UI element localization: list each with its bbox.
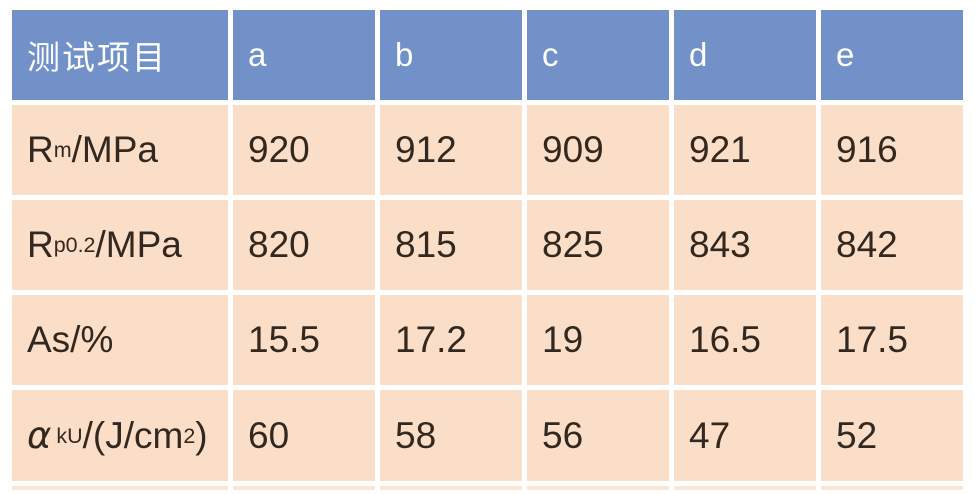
row-3-value-cell-e: 52 — [821, 390, 963, 481]
row-2-label-cell: As/% — [12, 295, 228, 385]
header-cell-col-4: d — [674, 10, 816, 100]
row-3-value-cell-b: 58 — [380, 390, 522, 481]
row-2-value-cell-e: 17.5 — [821, 295, 963, 385]
row-1-value-cell-c: 825 — [527, 200, 669, 290]
header-cell-col-2: b — [380, 10, 522, 100]
row-1-value-cell-a: 820 — [233, 200, 375, 290]
row-3-label-cell: α kU/(J/cm 2) — [12, 390, 228, 481]
row-0-value-cell-e: 916 — [821, 105, 963, 195]
row-3-value-cell-c: 56 — [527, 390, 669, 481]
next-row-sliver — [380, 486, 522, 490]
row-2-value-cell-a: 15.5 — [233, 295, 375, 385]
row-2-value-cell-d: 16.5 — [674, 295, 816, 385]
row-1-value-cell-d: 843 — [674, 200, 816, 290]
next-row-sliver — [527, 486, 669, 490]
row-1-value-cell-b: 815 — [380, 200, 522, 290]
next-row-sliver — [12, 486, 228, 490]
row-0-value-cell-c: 909 — [527, 105, 669, 195]
row-3-value-cell-a: 60 — [233, 390, 375, 481]
row-1-value-cell-e: 842 — [821, 200, 963, 290]
row-2-value-cell-c: 19 — [527, 295, 669, 385]
row-0-value-cell-b: 912 — [380, 105, 522, 195]
header-cell-col-1: a — [233, 10, 375, 100]
row-0-value-cell-a: 920 — [233, 105, 375, 195]
row-3-value-cell-d: 47 — [674, 390, 816, 481]
header-cell-label: 测试项目 — [12, 10, 228, 100]
row-2-value-cell-b: 17.2 — [380, 295, 522, 385]
header-cell-col-3: c — [527, 10, 669, 100]
next-row-sliver — [233, 486, 375, 490]
header-cell-col-5: e — [821, 10, 963, 100]
next-row-sliver — [821, 486, 963, 490]
row-0-value-cell-d: 921 — [674, 105, 816, 195]
next-row-sliver — [674, 486, 816, 490]
